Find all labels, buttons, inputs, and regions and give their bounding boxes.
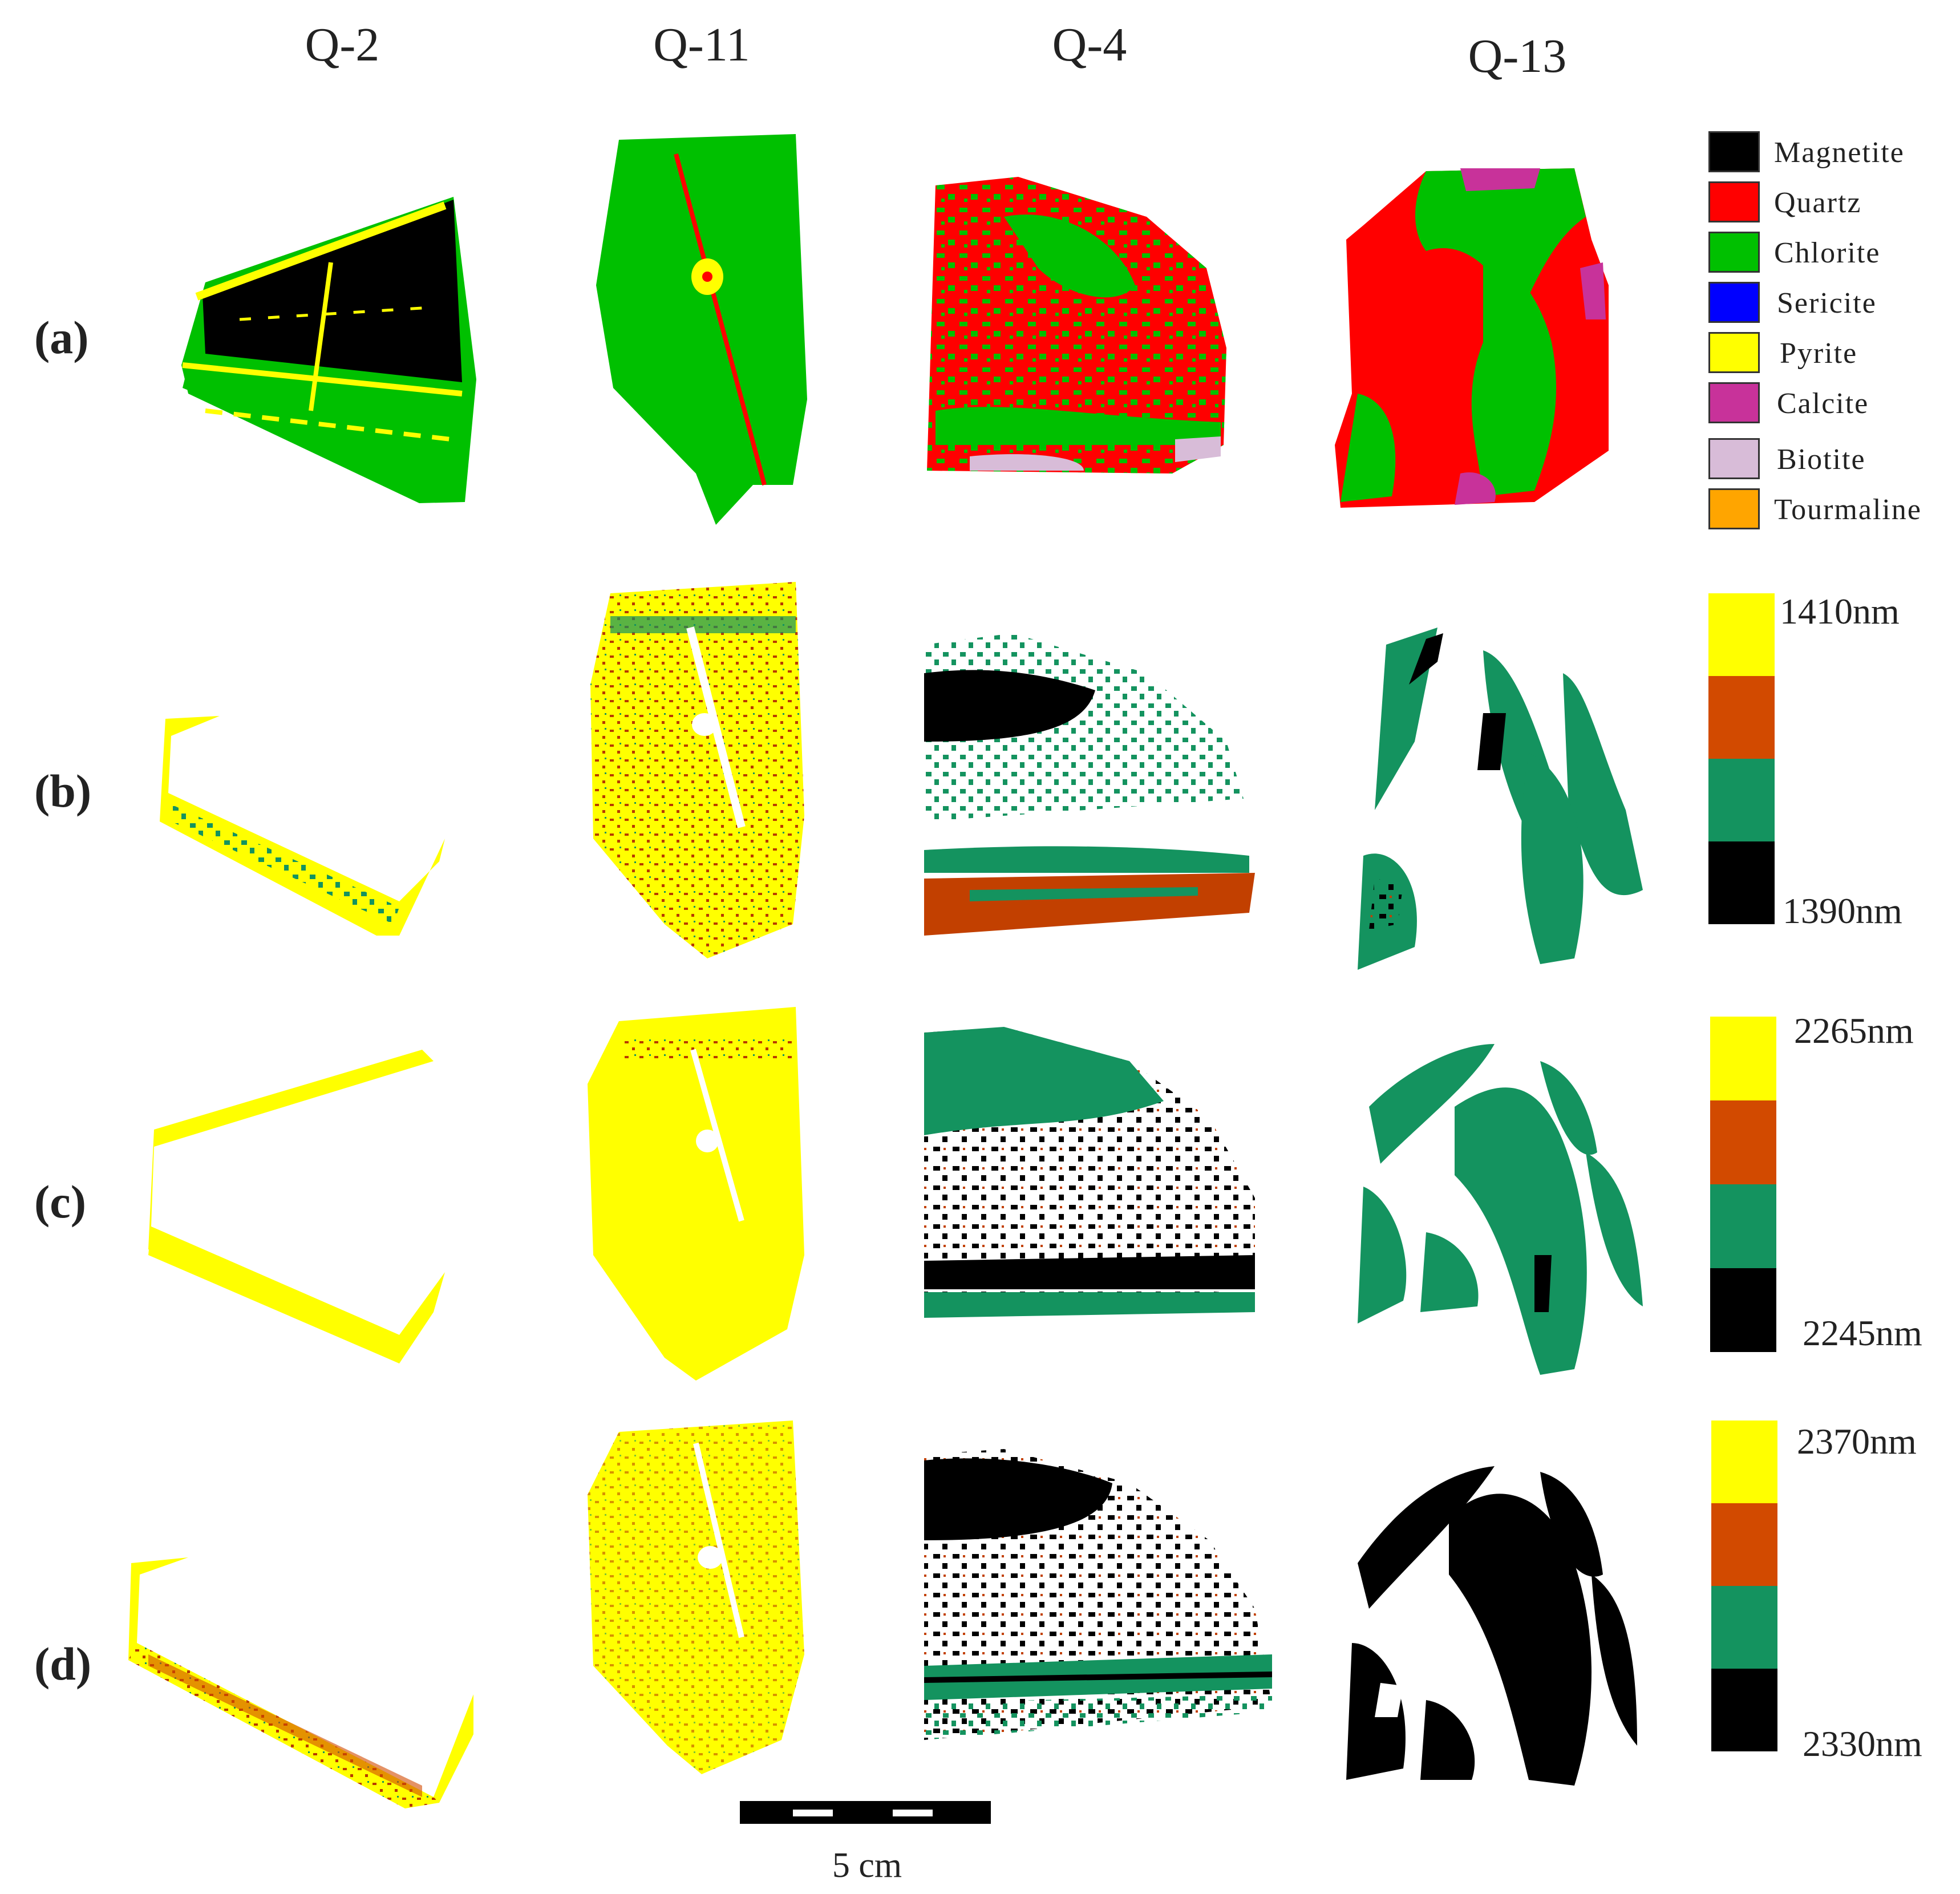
legend-label-biotite: Biotite <box>1777 443 1866 476</box>
legend-swatch-tourmaline <box>1708 488 1760 529</box>
map-q4-b <box>924 633 1255 936</box>
colorbar-d-top-label: 2370nm <box>1797 1421 1917 1462</box>
legend-swatch-chlorite <box>1708 232 1760 273</box>
colorbar-b-seg-2 <box>1708 676 1775 759</box>
column-title-q11: Q-11 <box>653 18 750 71</box>
map-q2-a <box>181 197 476 503</box>
legend-swatch-biotite <box>1708 438 1760 479</box>
map-q13-a <box>1335 168 1609 508</box>
map-q13-d <box>1346 1466 1637 1786</box>
scale-bar-graphic <box>740 1801 991 1824</box>
legend-label-sericite: Sericite <box>1777 287 1877 319</box>
row-label-a: (a) <box>34 311 89 363</box>
colorbar-b-seg-4 <box>1708 841 1775 924</box>
column-title-q13: Q-13 <box>1468 30 1567 83</box>
legend-label-pyrite: Pyrite <box>1780 337 1858 370</box>
colorbar-d-seg-4 <box>1711 1669 1777 1751</box>
colorbar-b-seg-1 <box>1708 593 1775 676</box>
scale-bar-label: 5 cm <box>832 1846 902 1885</box>
column-title-q2: Q-2 <box>305 18 380 71</box>
legend-swatch-calcite <box>1708 382 1760 423</box>
colorbar-c-top-label: 2265nm <box>1794 1010 1914 1051</box>
colorbar-b-bottom-label: 1390nm <box>1783 891 1902 931</box>
colorbar-c-seg-3 <box>1710 1184 1776 1268</box>
map-q4-a <box>927 177 1226 474</box>
legend-swatch-sericite <box>1708 282 1760 323</box>
map-q13-c <box>1358 1044 1643 1375</box>
legend-label-magnetite: Magnetite <box>1774 136 1905 169</box>
colorbar-c-seg-4 <box>1710 1268 1776 1352</box>
legend-swatch-pyrite <box>1708 332 1760 373</box>
row-label-d: (d) <box>34 1638 92 1690</box>
colorbar-d-bottom-label: 2330nm <box>1803 1723 1922 1764</box>
legend-swatch-magnetite <box>1708 131 1760 172</box>
scale-bar: 5 cm <box>739 1800 995 1885</box>
map-q11-c <box>588 1007 804 1381</box>
colorbar-b-seg-3 <box>1708 759 1775 841</box>
colorbar-c-seg-1 <box>1710 1017 1776 1100</box>
map-q11-b <box>590 582 804 958</box>
legend-label-tourmaline: Tourmaline <box>1774 493 1922 526</box>
legend-label-calcite: Calcite <box>1777 387 1869 420</box>
map-q4-c <box>924 1027 1255 1318</box>
map-q4-d <box>924 1449 1272 1740</box>
legend-swatch-quartz <box>1708 181 1760 222</box>
colorbar-c-bottom-label: 2245nm <box>1803 1313 1922 1353</box>
row-label-b: (b) <box>34 765 92 817</box>
legend-label-quartz: Quartz <box>1774 187 1862 219</box>
map-q2-d <box>128 1557 473 1808</box>
map-q11-a <box>596 134 807 525</box>
colorbar-c-seg-2 <box>1710 1100 1776 1184</box>
colorbar-d-seg-2 <box>1711 1503 1777 1586</box>
colorbar-b-top-label: 1410nm <box>1780 591 1900 632</box>
legend-label-chlorite: Chlorite <box>1774 237 1881 269</box>
map-q2-b <box>160 716 445 936</box>
row-label-c: (c) <box>34 1176 87 1228</box>
map-q11-d <box>588 1420 804 1774</box>
colorbar-d-seg-3 <box>1711 1586 1777 1669</box>
column-title-q4: Q-4 <box>1052 18 1127 71</box>
colorbar-d-seg-1 <box>1711 1420 1777 1503</box>
map-q2-c <box>148 1050 445 1363</box>
map-q13-b <box>1358 628 1643 970</box>
